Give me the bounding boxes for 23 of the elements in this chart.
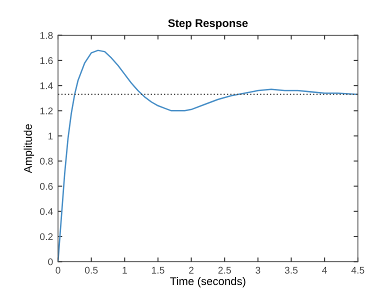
y-tick-label: 1.2 (40, 107, 53, 114)
x-tick-label: 4 (322, 266, 327, 274)
y-tick-label: 1.4 (40, 82, 53, 90)
x-tick-label: 0.5 (84, 266, 98, 274)
x-tick-label: 1 (122, 266, 127, 274)
y-tick-label: 0.2 (40, 233, 53, 240)
x-tick-label: 2 (189, 266, 194, 274)
x-tick-label: 3 (256, 266, 260, 274)
y-tick-label: 0.8 (40, 158, 53, 165)
x-tick-label: 3.5 (284, 266, 298, 274)
y-tick-label: 0.6 (40, 182, 53, 190)
x-tick-label: 4.5 (351, 266, 364, 274)
x-axis-title: Time (seconds) (170, 276, 246, 288)
y-tick-label: 1.8 (40, 32, 53, 39)
y-tick-label: 1 (48, 132, 53, 140)
x-tick-label: 2.5 (218, 266, 231, 274)
y-tick-label: 0 (48, 258, 53, 266)
x-tick-label: 1.5 (152, 266, 164, 274)
y-tick-label: 0.4 (40, 208, 53, 215)
chart-title: Step Response (168, 19, 248, 30)
y-tick-label: 1.6 (40, 57, 53, 64)
x-tick-label: 0 (56, 266, 60, 274)
y-axis-title: Amplitude (24, 124, 34, 174)
